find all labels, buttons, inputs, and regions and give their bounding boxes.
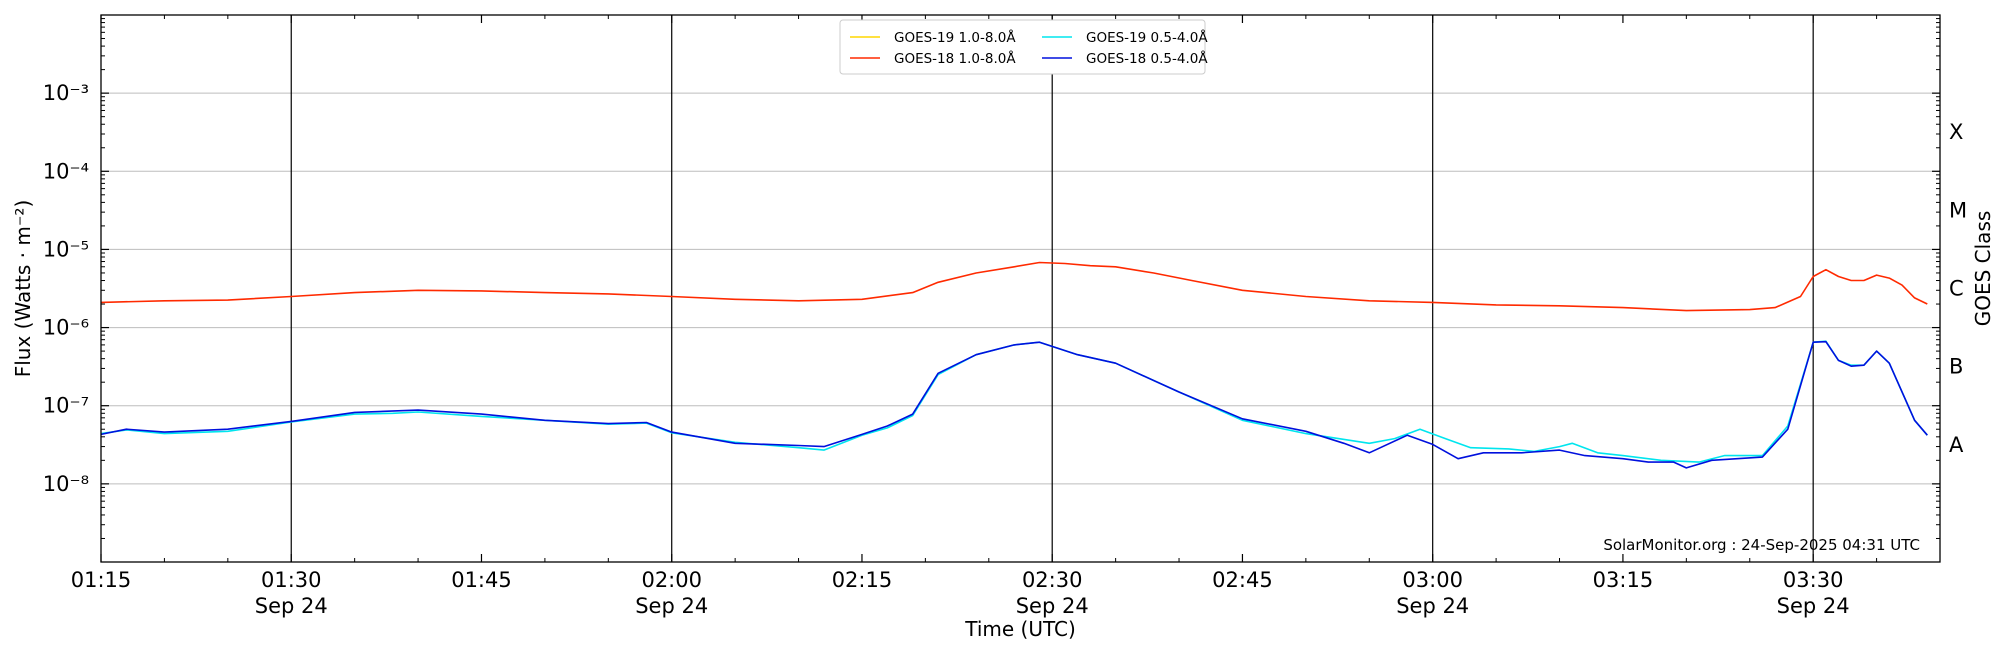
x-tick-date-label: Sep 24 — [1396, 594, 1469, 618]
x-tick-label: 02:15 — [832, 568, 893, 592]
legend-label-3: GOES-18 0.5-4.0Å — [1086, 50, 1208, 67]
x-tick-date-label: Sep 24 — [1777, 594, 1850, 618]
x-tick-label: 03:15 — [1593, 568, 1654, 592]
x-tick-label: 01:30 — [261, 568, 322, 592]
legend: GOES-19 1.0-8.0Å GOES-18 1.0-8.0Å GOES-19 … — [839, 19, 1208, 75]
y-tick-label: 10⁻³ — [43, 81, 89, 105]
y-tick-label: 10⁻⁴ — [43, 159, 89, 183]
x-tick-label: 02:45 — [1212, 568, 1273, 592]
x-tick-date-label: Sep 24 — [1016, 594, 1089, 618]
series-line-1 — [100, 261, 1928, 312]
plot-area-frame — [100, 14, 1941, 563]
x-tick-date-label: Sep 24 — [635, 594, 708, 618]
y-axis-label: Flux (Watts · m⁻²) — [11, 200, 35, 378]
grid-layer — [101, 92, 1940, 485]
y-tick-label: 10⁻⁶ — [43, 316, 89, 340]
x-tick-label: 03:00 — [1402, 568, 1463, 592]
y-tick-label: 10⁻⁵ — [43, 237, 89, 261]
x-tick-label: 03:30 — [1783, 568, 1844, 592]
x-tick-label: 02:30 — [1022, 568, 1083, 592]
legend-box — [839, 19, 1206, 75]
watermark-text: SolarMonitor.org : 24-Sep-2025 04:31 UTC — [1603, 536, 1920, 554]
goes-class-label: M — [1949, 198, 1967, 222]
x-tick-label: 01:15 — [71, 568, 132, 592]
goes-class-layer: X M C B A — [1949, 120, 1967, 457]
goes-class-label: X — [1949, 120, 1963, 144]
legend-label-0: GOES-19 1.0-8.0Å — [894, 29, 1016, 46]
legend-label-2: GOES-19 0.5-4.0Å — [1086, 29, 1208, 46]
y-tick-label: 10⁻⁷ — [43, 394, 89, 418]
goes-class-label: A — [1949, 433, 1964, 457]
x-axis-label: Time (UTC) — [964, 617, 1076, 641]
x-tick-label: 02:00 — [641, 568, 702, 592]
goes-class-label: C — [1949, 277, 1964, 301]
y2-axis-label: GOES Class — [1971, 211, 1995, 327]
series-layer — [100, 261, 1928, 469]
vertical-marker-layer — [290, 15, 1814, 562]
y-tick-label: 10⁻⁸ — [43, 472, 89, 496]
x-tick-date-label: Sep 24 — [255, 594, 328, 618]
legend-label-1: GOES-18 1.0-8.0Å — [894, 50, 1016, 67]
x-tick-label: 01:45 — [451, 568, 512, 592]
goes-class-label: B — [1949, 355, 1963, 379]
series-line-3 — [100, 340, 1928, 469]
series-line-2 — [100, 340, 1928, 463]
